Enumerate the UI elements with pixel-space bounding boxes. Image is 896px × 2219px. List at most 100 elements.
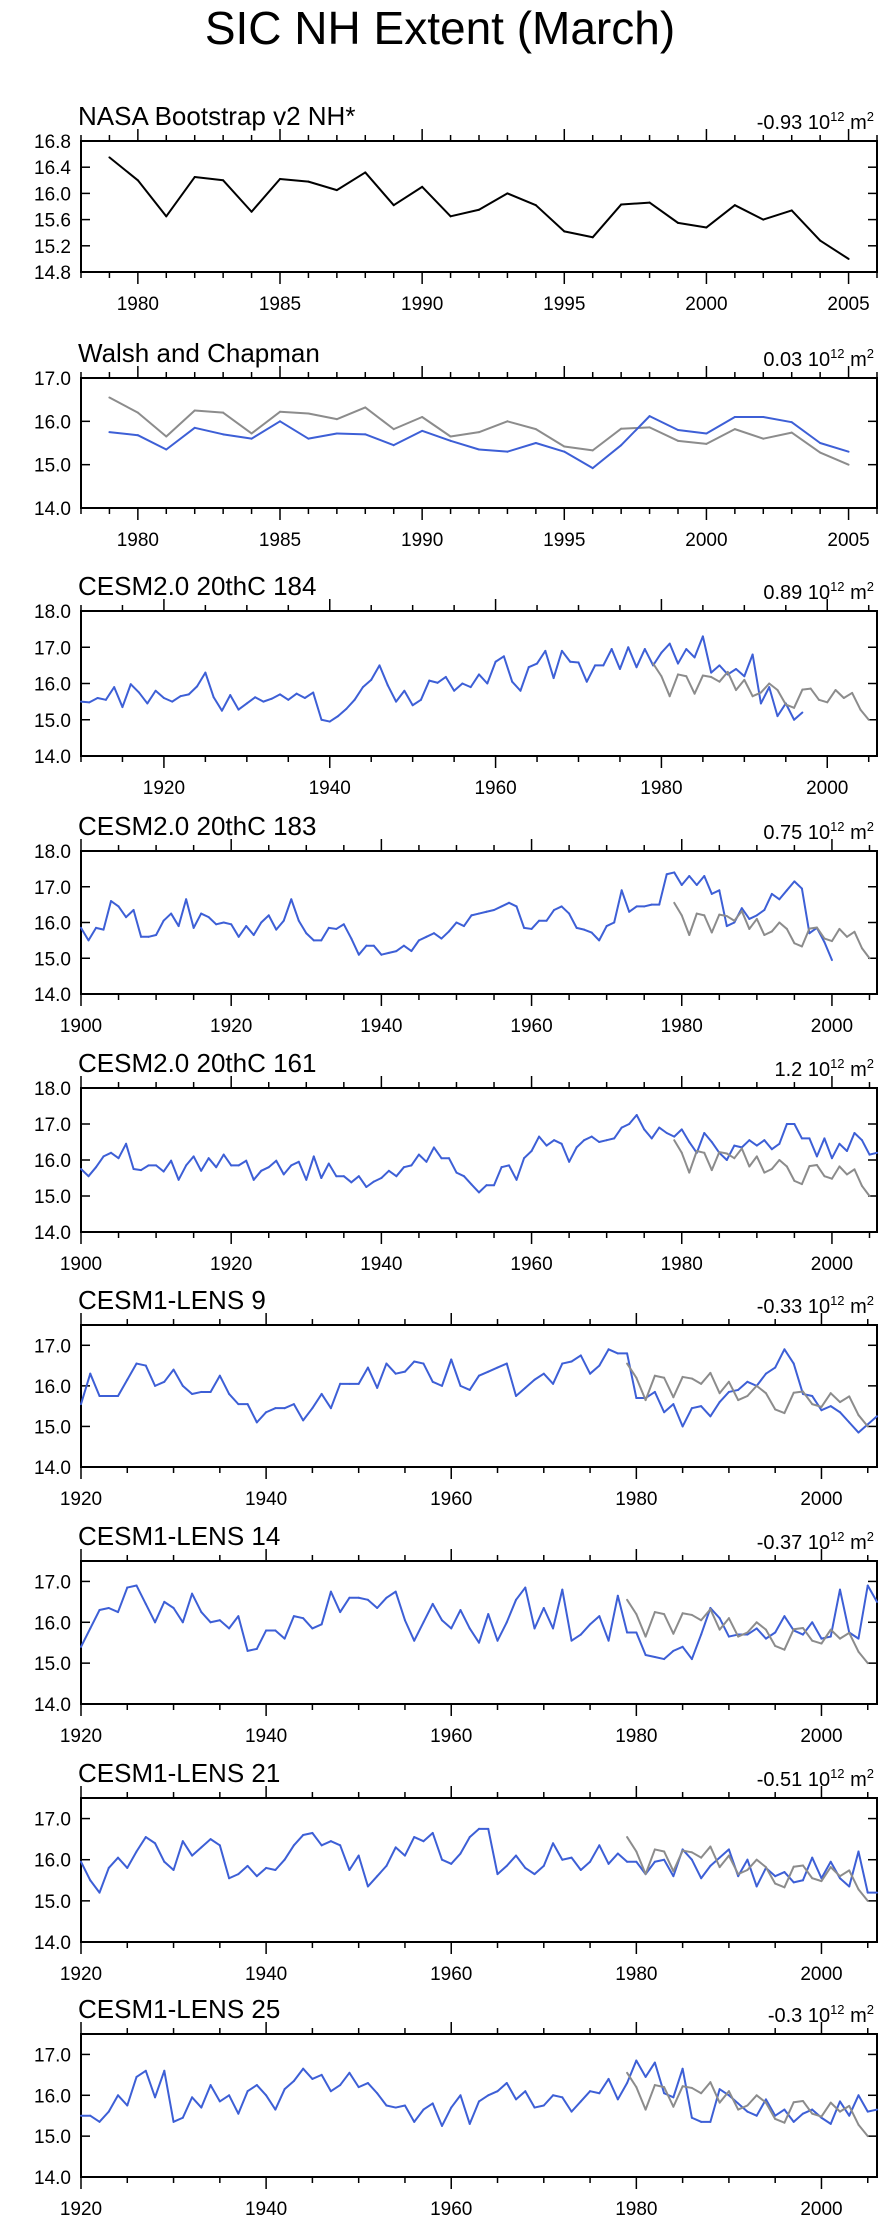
series-segment-blue — [209, 1619, 221, 1624]
series-segment-blue — [193, 426, 225, 436]
series-segment-blue — [342, 923, 353, 940]
series-segment-gray — [709, 2081, 721, 2104]
series-segment-blue — [402, 1164, 413, 1169]
series-segment-blue — [838, 1588, 851, 1634]
series-segment-gray — [830, 1165, 841, 1180]
series-segment-gray — [811, 1877, 823, 1883]
series-segment-blue — [598, 1844, 610, 1865]
x-tick-label: 1940 — [309, 778, 351, 799]
series-segment-gray — [688, 912, 698, 937]
series-segment-gray — [626, 1836, 638, 1853]
series-segment-blue — [302, 2067, 314, 2080]
series-segment-blue — [372, 944, 383, 956]
series-segment-blue — [312, 691, 323, 721]
series-segment-blue — [138, 691, 149, 705]
y-tick-label: 16.0 — [34, 1613, 71, 1634]
series-segment-blue — [478, 1184, 488, 1194]
series-segment-blue — [695, 875, 706, 886]
series-segment-black — [648, 201, 679, 224]
series-segment-gray — [663, 1376, 675, 1399]
series-segment-blue — [144, 1836, 157, 1845]
series-segment-gray — [718, 1854, 730, 1869]
series-segment-blue — [163, 1368, 175, 1383]
series-segment-blue — [270, 693, 281, 700]
series-segment-gray — [755, 1155, 766, 1174]
series-segment-blue — [200, 1838, 212, 1849]
series-segment-blue — [515, 2090, 527, 2101]
series-segment-blue — [560, 1142, 571, 1163]
series-segment-gray — [838, 1869, 851, 1878]
y-tick-label: 16.0 — [34, 2086, 71, 2107]
series-segment-blue — [553, 905, 563, 911]
series-segment-gray — [681, 1612, 693, 1616]
series-segment-blue — [778, 1123, 788, 1145]
panel-trend: 0.75 1012 m2 — [763, 819, 874, 844]
series-segment-blue — [364, 433, 395, 447]
series-segment-black — [421, 185, 452, 218]
x-tick-label: 1960 — [430, 1726, 472, 1747]
series-segment-blue — [320, 1590, 332, 1626]
series-segment-blue — [579, 1354, 592, 1375]
series-segment-blue — [774, 1348, 786, 1369]
series-segment-gray — [815, 1164, 826, 1178]
series-segment-blue — [394, 1590, 406, 1622]
series-segment-blue — [440, 2106, 453, 2127]
series-segment-blue — [740, 1139, 751, 1149]
series-segment-blue — [725, 1144, 736, 1161]
series-segment-blue — [759, 686, 771, 705]
series-segment-blue — [770, 892, 781, 901]
series-segment-blue — [421, 429, 452, 442]
series-segment-blue — [431, 1831, 443, 1861]
series-segment-gray — [718, 1380, 730, 1395]
series-segment-blue — [185, 898, 195, 929]
series-segment-blue — [560, 905, 571, 915]
series-segment-blue — [690, 1405, 703, 1410]
series-segment-blue — [811, 1395, 823, 1412]
x-tick-label: 1960 — [510, 1254, 552, 1275]
series-segment-blue — [462, 914, 473, 928]
series-segment-blue — [392, 429, 424, 447]
y-tick-label: 17.0 — [34, 1810, 71, 1831]
series-segment-blue — [172, 1840, 184, 1871]
series-segment-gray — [700, 1608, 712, 1622]
series-segment-blue — [820, 1405, 832, 1412]
series-segment-blue — [370, 664, 381, 681]
series-segment-blue — [486, 660, 497, 685]
trend-exponent: 12 — [830, 1056, 844, 1071]
x-tick-label: 1940 — [245, 2199, 287, 2219]
series-segment-black — [250, 177, 281, 213]
series-segment-blue — [279, 420, 310, 440]
series-segment-blue — [290, 1160, 300, 1167]
series-segment-blue — [570, 2100, 582, 2113]
trend-value: 0.75 10 — [763, 822, 830, 844]
series-segment-black — [677, 221, 708, 229]
series-segment-gray — [783, 1628, 795, 1651]
series-segment-blue — [746, 2110, 758, 2117]
trend-unit-exponent: 2 — [867, 1056, 874, 1071]
x-tick-label: 1940 — [245, 1489, 287, 1510]
series-segment-gray — [250, 410, 281, 435]
series-segment-gray — [764, 2101, 777, 2120]
series-segment-gray — [644, 2084, 656, 2111]
series-segment-blue — [590, 931, 601, 942]
series-segment-gray — [755, 1384, 767, 1395]
series-segment-blue — [774, 1871, 786, 1878]
series-segment-blue — [413, 1621, 425, 1642]
series-segment-blue — [607, 1348, 619, 1355]
series-segment-blue — [857, 1850, 869, 1894]
series-segment-black — [222, 179, 253, 213]
series-segment-blue — [110, 1151, 120, 1160]
series-segment-gray — [829, 1392, 841, 1404]
series-segment-blue — [126, 2075, 138, 2107]
series-segment-gray — [793, 942, 803, 948]
series-segment-gray — [193, 409, 225, 414]
y-tick-label: 18.0 — [34, 602, 71, 623]
series-segment-blue — [620, 889, 631, 913]
series-segment-blue — [705, 416, 736, 435]
series-segment-gray — [644, 1848, 656, 1876]
series-segment-blue — [635, 1631, 647, 1656]
series-segment-blue — [552, 649, 563, 680]
series-segment-blue — [811, 1856, 823, 1880]
series-segment-gray — [860, 947, 871, 960]
series-segment-blue — [432, 1146, 443, 1160]
